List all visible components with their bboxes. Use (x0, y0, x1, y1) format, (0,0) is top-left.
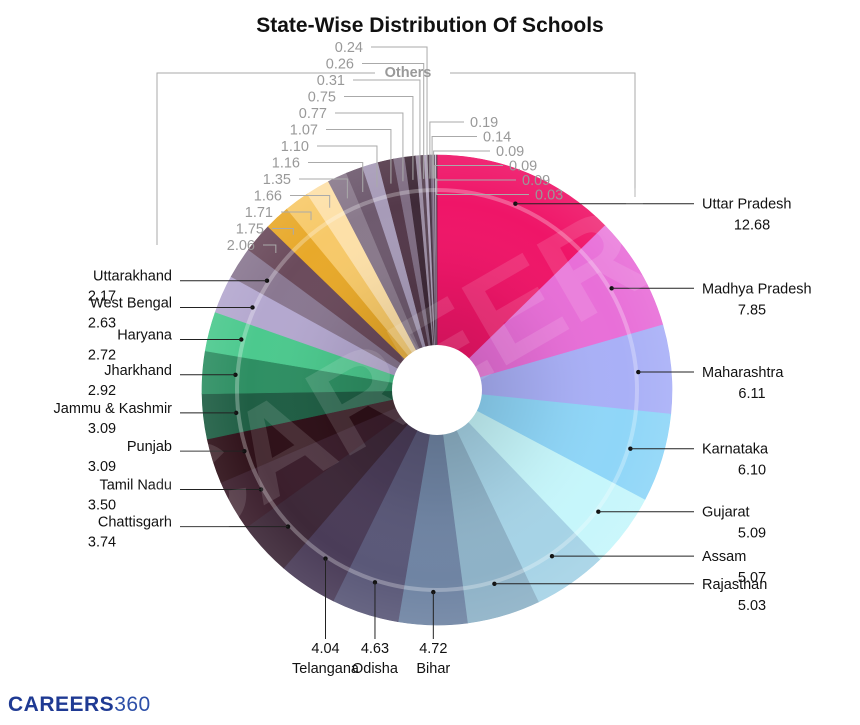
others-bracket-right (450, 72, 636, 197)
small-leader-line (371, 46, 428, 179)
small-leader-line (434, 165, 503, 179)
slice-label: 3.74 (88, 535, 116, 551)
slice-label: Jammu & Kashmir (54, 401, 173, 417)
slice-label: Madhya Pradesh (702, 281, 812, 297)
slice-label: 5.09 (738, 526, 766, 542)
slice-label: Telangana (292, 661, 360, 677)
small-slice-value: 1.10 (281, 139, 309, 155)
small-slice-value: 0.24 (335, 40, 363, 56)
small-slice-value: 1.35 (263, 172, 291, 188)
small-leader-line (281, 211, 312, 221)
slice-label: Uttar Pradesh (702, 197, 791, 213)
small-leader-line (308, 162, 364, 192)
small-slice-value: 0.77 (299, 106, 327, 122)
small-slice-value: 0.75 (308, 90, 336, 106)
slice-label: 2.92 (88, 383, 116, 399)
slice-label: 6.10 (738, 463, 766, 479)
small-leader-line (263, 244, 277, 254)
small-leader-line (344, 96, 414, 180)
small-slice-value: 0.03 (535, 188, 563, 204)
small-slice-value: 0.31 (317, 73, 345, 89)
small-slice-value: 2.06 (227, 238, 255, 254)
slice-label: 2.63 (88, 315, 116, 331)
small-leader-line (299, 178, 348, 199)
slice-label: Bihar (416, 661, 450, 677)
small-slice-value: 0.26 (326, 57, 354, 73)
small-leader-line (436, 178, 529, 195)
slice-label: 2.72 (88, 347, 116, 363)
small-leader-line (433, 150, 490, 179)
small-leader-line (335, 112, 404, 182)
slice-label: 4.63 (361, 641, 389, 657)
slice-label: 3.09 (88, 459, 116, 475)
slice-label: Karnataka (702, 442, 769, 458)
pie-center-hole (392, 345, 482, 435)
small-slice-value: 0.14 (483, 130, 511, 146)
slice-label: Odisha (352, 661, 399, 677)
small-slice-value: 0.09 (509, 159, 537, 175)
small-slice-value: 0.09 (496, 144, 524, 160)
small-leader-line (317, 145, 378, 188)
small-leader-line (290, 195, 331, 208)
small-slice-value: 1.16 (272, 156, 300, 172)
small-slice-value: 0.19 (470, 115, 498, 131)
small-leader-line (429, 121, 464, 179)
slice-label: 5.03 (738, 598, 766, 614)
others-label: Others (385, 65, 432, 81)
careers360-logo: CAREERS360 (8, 693, 151, 716)
small-slice-value: 1.66 (254, 189, 282, 205)
slice-label: Tamil Nadu (99, 477, 172, 493)
small-slice-value: 1.75 (236, 222, 264, 238)
small-leader-line (353, 79, 421, 180)
slice-label: Haryana (117, 327, 173, 343)
slice-label: 3.50 (88, 497, 116, 513)
small-slice-value: 0.09 (522, 173, 550, 189)
slice-label: 5.07 (738, 570, 766, 586)
others-bracket-left (156, 72, 375, 245)
small-leader-line (435, 178, 516, 181)
small-slice-value: 1.71 (245, 205, 273, 221)
slice-label: West Bengal (90, 295, 172, 311)
slice-label: Gujarat (702, 505, 750, 521)
slice-label: Chattisgarh (98, 515, 172, 531)
small-slice-value: 1.07 (290, 123, 318, 139)
slice-label: 6.11 (738, 386, 765, 402)
slice-label: 2.17 (88, 289, 116, 305)
small-leader-line (362, 63, 425, 179)
slice-label: 4.04 (311, 641, 339, 657)
slice-label: 12.68 (734, 218, 770, 234)
slice-label: Assam (702, 549, 746, 565)
slice-label: Maharashtra (702, 365, 784, 381)
chart-title: State-Wise Distribution Of Schools (256, 14, 604, 37)
small-leader-line (272, 228, 294, 235)
slice-label: Jharkhand (104, 363, 172, 379)
small-leader-line (431, 136, 477, 179)
slice-label: 3.09 (88, 421, 116, 437)
slice-label: 7.85 (738, 302, 766, 318)
slice-label: 4.72 (419, 641, 447, 657)
small-leader-line (326, 129, 392, 184)
slice-label: Rajasthan (702, 577, 767, 593)
slice-label: Uttarakhand (93, 269, 172, 285)
slice-label: Punjab (127, 439, 172, 455)
